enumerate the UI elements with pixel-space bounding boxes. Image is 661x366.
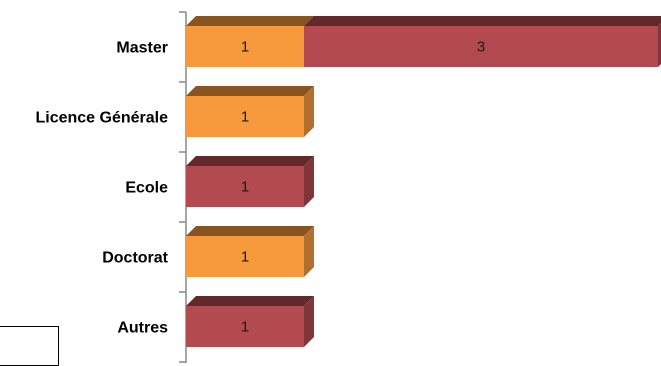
category-labels: Master Licence Générale Ecole Doctorat Autre… [35, 40, 168, 337]
bar-top-face [304, 16, 661, 26]
bar-segment [304, 16, 661, 67]
bar-segment [186, 86, 314, 137]
category-label: Master [116, 40, 168, 57]
bar [186, 166, 304, 207]
bar-top-face [186, 156, 314, 166]
bar-segment [186, 296, 314, 347]
bar-side-face [304, 86, 314, 137]
data-label: 1 [241, 319, 249, 336]
category-label: Ecole [125, 180, 168, 197]
bar-side-face [304, 296, 314, 347]
bar-segment [186, 156, 314, 207]
bar [186, 26, 304, 67]
bar-top-face [186, 16, 314, 26]
data-label: 3 [477, 39, 485, 56]
bar [186, 96, 304, 137]
legend-box [0, 326, 59, 366]
bar-top-face [186, 296, 314, 306]
data-label: 1 [241, 109, 249, 126]
category-label: Autres [117, 320, 168, 337]
bar-side-face [304, 156, 314, 207]
data-label: 1 [241, 39, 249, 56]
bar-segment [186, 226, 314, 277]
bar-top-face [186, 226, 314, 236]
bar [304, 26, 658, 67]
bar-top-face [186, 86, 314, 96]
bars [186, 16, 661, 347]
value-labels: 1 3 1 1 1 1 [241, 39, 485, 336]
data-label: 1 [241, 249, 249, 266]
y-axis [179, 11, 187, 363]
bar [186, 306, 304, 347]
bar-segment [186, 16, 314, 67]
bar [186, 236, 304, 277]
bar-side-face [304, 226, 314, 277]
data-label: 1 [241, 179, 249, 196]
category-label: Licence Générale [35, 110, 168, 127]
bar-side-face [658, 23, 661, 67]
category-label: Doctorat [102, 250, 168, 267]
